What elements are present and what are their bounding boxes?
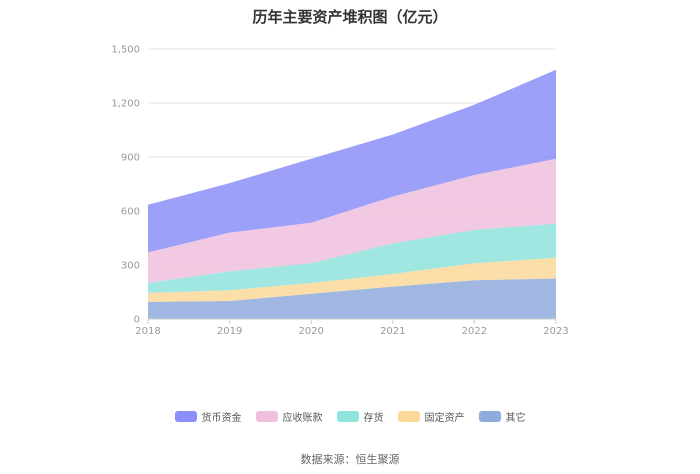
legend-item[interactable]: 其它 bbox=[478, 409, 526, 424]
legend-swatch bbox=[478, 411, 501, 422]
legend-label: 货币资金 bbox=[201, 413, 242, 424]
legend-label: 固定资产 bbox=[424, 413, 465, 424]
y-tick-label: 1,200 bbox=[111, 99, 140, 110]
axes bbox=[147, 318, 557, 324]
x-tick-label: 2022 bbox=[462, 326, 487, 337]
x-axis-tick-labels: 2018 2019 2020 2021 2022 2023 bbox=[135, 326, 568, 337]
legend-label: 应收账款 bbox=[282, 413, 323, 424]
x-tick-label: 2018 bbox=[135, 326, 160, 337]
legend-item[interactable]: 应收账款 bbox=[255, 409, 323, 424]
area-series-4 bbox=[148, 69, 556, 253]
x-tick-label: 2020 bbox=[298, 326, 323, 337]
legend-swatch bbox=[255, 411, 278, 422]
legend-swatch bbox=[174, 411, 197, 422]
x-tick-label: 2021 bbox=[380, 326, 405, 337]
legend-label: 其它 bbox=[505, 413, 526, 424]
y-tick-label: 900 bbox=[121, 153, 140, 164]
legend-swatch bbox=[336, 411, 359, 422]
legend-item[interactable]: 固定资产 bbox=[397, 409, 465, 424]
chart-title: 历年主要资产堆积图（亿元） bbox=[252, 8, 448, 26]
area-series-2 bbox=[148, 223, 556, 293]
legend-label: 存货 bbox=[363, 413, 384, 424]
area-series-1 bbox=[148, 257, 556, 302]
y-axis-tick-labels: 0 300 600 900 1,200 1,500 bbox=[111, 45, 140, 326]
area-series-0 bbox=[148, 278, 556, 319]
y-tick-label: 1,500 bbox=[111, 45, 140, 56]
y-tick-label: 300 bbox=[121, 261, 140, 272]
x-tick-label: 2023 bbox=[543, 326, 568, 337]
legend-item[interactable]: 货币资金 bbox=[174, 409, 242, 424]
legend-item[interactable]: 存货 bbox=[336, 409, 384, 424]
x-tick-label: 2019 bbox=[217, 326, 242, 337]
y-tick-label: 0 bbox=[134, 315, 140, 326]
area-series-group bbox=[148, 69, 556, 319]
chart-legend: 货币资金 应收账款 存货 固定资产 其它 bbox=[0, 409, 700, 424]
data-source-text: 数据来源：恒生聚源 bbox=[300, 453, 400, 466]
area-series-3 bbox=[148, 158, 556, 283]
y-tick-label: 600 bbox=[121, 207, 140, 218]
legend-swatch bbox=[397, 411, 420, 422]
